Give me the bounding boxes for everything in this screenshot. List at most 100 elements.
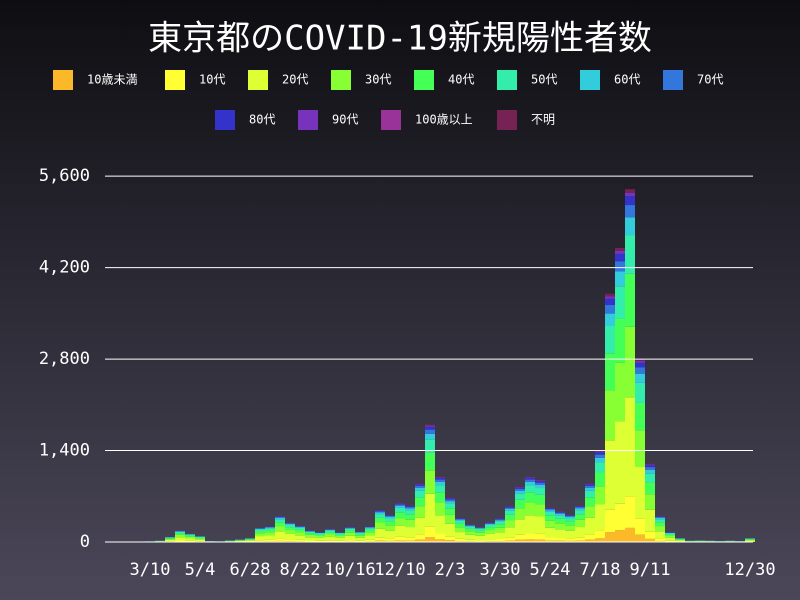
bar-segment (635, 360, 645, 363)
bar-segment (545, 537, 555, 541)
bar-segment (565, 518, 575, 522)
bar-segment (535, 488, 545, 495)
bar-segment (645, 469, 655, 474)
bar-segment (265, 527, 275, 528)
bar-segment (435, 477, 445, 480)
bar-segment (345, 528, 355, 529)
bar-segment (595, 452, 605, 455)
bar-segment (575, 507, 585, 509)
bar-segment (355, 537, 365, 541)
bar-segment (505, 514, 515, 521)
bar-segment (605, 390, 615, 441)
bar-segment (195, 539, 205, 542)
y-tick-label: 2,800 (39, 349, 90, 369)
bar-segment (275, 540, 285, 542)
bar-segment (515, 486, 525, 488)
bar-segment (655, 517, 665, 520)
bar-segment (515, 508, 525, 520)
bar-segment (385, 540, 395, 542)
bar-segment (355, 534, 365, 536)
bar-segment (575, 514, 585, 520)
bar-segment (495, 521, 505, 525)
legend-label: 50代 (531, 73, 557, 87)
bar-segment (395, 504, 405, 506)
bar-segment (555, 518, 565, 524)
bar-segment (625, 196, 635, 206)
bar-segment (365, 539, 375, 542)
bar-segment (395, 512, 405, 519)
bar-segment (585, 487, 595, 491)
bar-segment (405, 537, 415, 541)
bar-segment (615, 362, 625, 422)
bar-segment (505, 510, 515, 515)
bar-segment (525, 477, 535, 478)
bar-segment (315, 533, 325, 535)
bar-segment (255, 528, 265, 530)
bar-segment (645, 494, 655, 510)
bar-segment (325, 534, 335, 537)
bar-segment (555, 538, 565, 541)
bar-segment (615, 421, 625, 504)
bar-segment (745, 539, 755, 541)
bar-segment (185, 535, 195, 537)
bar-segment (365, 528, 375, 531)
bar-segment (595, 457, 605, 463)
bar-segment (675, 540, 685, 542)
bar-segment (475, 528, 485, 529)
bar-segment (525, 479, 535, 482)
bar-segment (555, 511, 565, 513)
bar-segment (465, 534, 475, 540)
bar-segment (605, 313, 615, 327)
bar-segment (515, 487, 525, 488)
bar-segment (505, 540, 515, 542)
bar-segment (415, 483, 425, 485)
bar-segment (425, 493, 435, 527)
bar-segment (305, 531, 315, 534)
bar-segment (165, 537, 175, 539)
bar-segment (605, 509, 615, 533)
bar-segment (595, 530, 605, 539)
bar-segment (575, 506, 585, 508)
bar-segment (555, 513, 565, 516)
bar-segment (295, 535, 305, 540)
bar-segment (555, 512, 565, 514)
bar-segment (485, 523, 495, 524)
bar-segment (655, 526, 665, 532)
bar-segment (265, 528, 275, 531)
bar-segment (565, 530, 575, 539)
bar-segment (385, 521, 395, 526)
legend-label: 90代 (332, 113, 358, 127)
bar-segment (405, 506, 415, 508)
bar-segment (265, 539, 275, 542)
bar-segment (525, 492, 535, 503)
bar-segment (445, 523, 455, 537)
bar-segment (375, 537, 385, 541)
bar-segment (245, 539, 255, 541)
bar-segment (405, 540, 415, 542)
bar-segment (385, 538, 395, 541)
bar-segment (675, 539, 685, 541)
bar-segment (235, 540, 245, 541)
bar-segment (275, 538, 285, 541)
bar-segment (485, 530, 495, 534)
bar-segment (455, 520, 465, 524)
bar-segment (245, 539, 255, 540)
bar-segment (425, 425, 435, 427)
bar-segment (545, 508, 555, 511)
legend-label: 60代 (614, 73, 640, 87)
bar-segment (515, 490, 525, 494)
bar-segment (275, 517, 285, 518)
legend-swatch (663, 70, 683, 90)
bar-segment (245, 540, 255, 542)
bar-segment (445, 499, 455, 502)
bar-segment (285, 523, 295, 524)
bar-segment (565, 516, 575, 519)
bar-segment (445, 501, 455, 504)
bar-segment (525, 515, 535, 534)
bar-segment (545, 508, 555, 509)
bar-segment (645, 509, 655, 532)
x-tick-label: 10/16 (324, 560, 375, 580)
y-tick-label: 4,200 (39, 258, 90, 278)
bar-segment (435, 515, 445, 534)
bar-segment (545, 520, 555, 528)
